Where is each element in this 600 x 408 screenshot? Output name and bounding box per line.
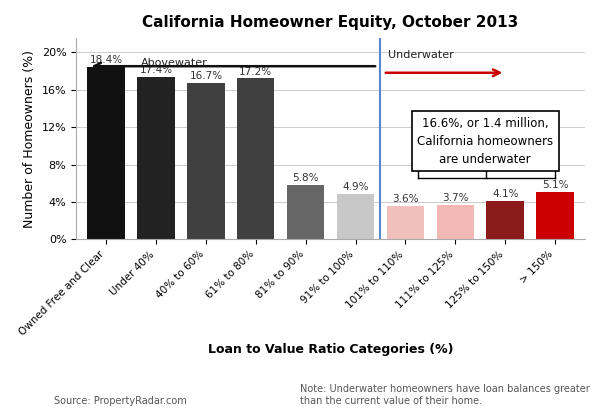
Bar bbox=[437, 205, 474, 239]
X-axis label: Loan to Value Ratio Categories (%): Loan to Value Ratio Categories (%) bbox=[208, 343, 454, 356]
Text: 4.9%: 4.9% bbox=[342, 182, 369, 192]
Bar bbox=[137, 77, 175, 239]
Text: 4.1%: 4.1% bbox=[492, 189, 518, 199]
Bar bbox=[536, 192, 574, 239]
Title: California Homeowner Equity, October 2013: California Homeowner Equity, October 201… bbox=[142, 15, 519, 30]
Y-axis label: Number of Homeowners (%): Number of Homeowners (%) bbox=[23, 50, 36, 228]
Text: 16.6%, or 1.4 million,
California homeowners
are underwater: 16.6%, or 1.4 million, California homeow… bbox=[417, 117, 553, 166]
Text: 16.7%: 16.7% bbox=[190, 71, 223, 81]
Bar bbox=[237, 78, 274, 239]
Text: 18.4%: 18.4% bbox=[89, 55, 123, 65]
Bar bbox=[287, 185, 325, 239]
Bar bbox=[187, 83, 224, 239]
Bar bbox=[487, 201, 524, 239]
Text: Source: PropertyRadar.com: Source: PropertyRadar.com bbox=[54, 396, 187, 406]
Text: Note: Underwater homeowners have loan balances greater
than the current value of: Note: Underwater homeowners have loan ba… bbox=[300, 384, 590, 406]
Text: Underwater: Underwater bbox=[388, 50, 454, 60]
Bar bbox=[387, 206, 424, 239]
Text: 5.1%: 5.1% bbox=[542, 180, 568, 190]
Text: 17.4%: 17.4% bbox=[139, 64, 173, 75]
Text: 17.2%: 17.2% bbox=[239, 67, 272, 77]
Text: 5.8%: 5.8% bbox=[292, 173, 319, 183]
Text: 3.6%: 3.6% bbox=[392, 194, 419, 204]
Bar bbox=[337, 193, 374, 239]
Bar bbox=[88, 67, 125, 239]
Text: Abovewater: Abovewater bbox=[141, 58, 208, 68]
Text: 3.7%: 3.7% bbox=[442, 193, 469, 203]
